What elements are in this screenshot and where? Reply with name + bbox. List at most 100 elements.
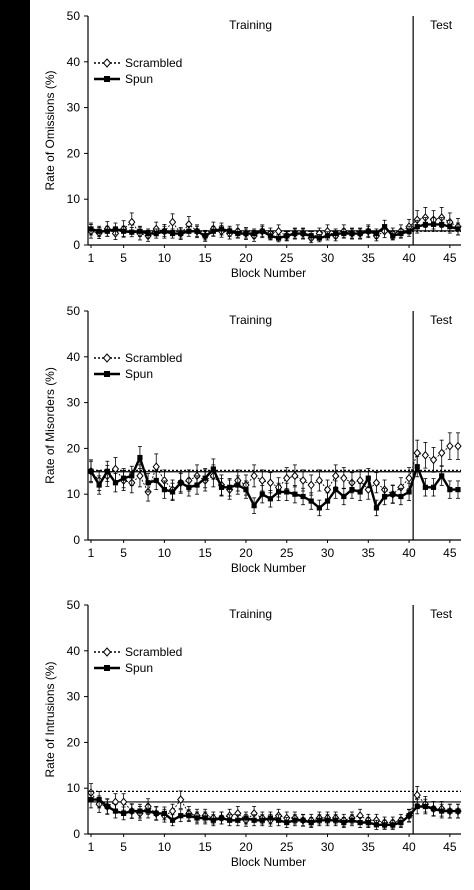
spun-point: [373, 822, 380, 828]
x-tick-label: 45: [443, 251, 457, 265]
spun-point: [357, 819, 363, 826]
y-tick-label: 0: [73, 827, 80, 841]
spun-point: [235, 230, 241, 237]
spun-point: [202, 815, 208, 821]
x-tick-label: 1: [88, 840, 95, 854]
spun-point: [178, 813, 184, 819]
spun-point: [202, 475, 208, 481]
training-label: Training: [229, 607, 272, 621]
spun-point: [422, 803, 428, 810]
spun-point: [145, 808, 151, 814]
spun-point: [129, 473, 135, 479]
scrambled-point: [258, 476, 266, 485]
spun-point: [88, 468, 94, 474]
scrambled-point: [307, 480, 315, 490]
spun-point: [349, 487, 355, 493]
spun-point: [243, 815, 249, 821]
spun-point: [382, 822, 388, 828]
spun-point: [243, 230, 249, 237]
spun-point: [365, 475, 371, 481]
y-axis-title: Rate of Omissions (%): [43, 70, 57, 190]
spun-point: [112, 808, 119, 814]
y-tick-label: 50: [67, 598, 81, 612]
x-tick-label: 35: [362, 251, 376, 265]
spun-point: [284, 233, 290, 239]
x-tick-label: 5: [120, 251, 127, 265]
spun-point: [267, 815, 274, 821]
x-tick-label: 35: [362, 546, 376, 560]
spun-line: [91, 798, 458, 826]
legend-scrambled-label: Scrambled: [125, 56, 182, 70]
spun-point: [292, 817, 298, 823]
spun-series: [88, 446, 461, 517]
spun-point: [422, 484, 428, 490]
spun-point: [308, 498, 314, 504]
y-tick-label: 30: [67, 396, 81, 410]
x-tick-label: 40: [402, 251, 416, 265]
x-tick-label: 45: [443, 546, 457, 560]
spun-point: [430, 221, 437, 227]
spun-point: [349, 230, 355, 237]
spun-point: [430, 484, 437, 490]
spun-point: [316, 505, 322, 511]
spun-point: [153, 477, 159, 484]
y-tick-label: 20: [67, 441, 81, 455]
spun-point: [390, 233, 396, 239]
spun-point: [300, 493, 306, 500]
spun-point: [406, 813, 412, 819]
spun-point: [406, 228, 412, 234]
spun-point: [275, 489, 282, 495]
scrambled-point: [413, 448, 421, 458]
scrambled-point: [111, 464, 120, 474]
spun-line: [89, 454, 458, 511]
training-label: Training: [229, 18, 272, 32]
legend-scrambled-label: Scrambled: [125, 645, 182, 659]
y-tick-label: 50: [67, 304, 81, 318]
spun-point: [210, 228, 216, 234]
spun-point: [251, 817, 257, 823]
x-tick-label: 10: [158, 251, 172, 265]
scrambled-point: [136, 471, 144, 481]
legend-scrambled-marker: [102, 647, 112, 657]
training-label: Training: [229, 313, 272, 327]
x-tick-label: 40: [402, 546, 416, 560]
scrambled-series: [87, 783, 462, 829]
spun-point: [455, 226, 461, 232]
spun-point: [324, 233, 331, 239]
scrambled-point: [177, 795, 185, 805]
x-tick-label: 5: [120, 546, 127, 560]
y-tick-label: 40: [67, 55, 81, 69]
spun-point: [259, 228, 265, 234]
x-axis-title: Block Number: [231, 855, 306, 869]
y-tick-label: 20: [67, 146, 81, 160]
spun-point: [210, 466, 216, 472]
test-label: Test: [430, 313, 453, 327]
spun-point: [235, 817, 241, 823]
scrambled-point: [283, 473, 291, 483]
x-tick-label: 1: [88, 546, 95, 560]
spun-point: [341, 819, 347, 826]
spun-point: [153, 810, 159, 816]
legend: Scrambled Spun: [94, 56, 182, 86]
spun-point: [96, 797, 102, 803]
spun-point: [382, 224, 388, 230]
spun-point: [447, 808, 453, 814]
spun-point: [145, 480, 151, 486]
x-tick-label: 45: [443, 840, 457, 854]
spun-point: [251, 230, 257, 237]
y-tick-label: 20: [67, 735, 81, 749]
spun-point: [284, 489, 290, 495]
spun-point: [227, 817, 233, 823]
spun-point: [186, 484, 192, 490]
scrambled-point: [128, 217, 136, 227]
x-tick-label: 25: [280, 546, 294, 560]
spun-point: [275, 817, 282, 823]
x-tick-label: 30: [321, 840, 335, 854]
spun-point: [414, 803, 420, 810]
spun-point: [357, 230, 363, 237]
scrambled-point: [405, 473, 413, 483]
spun-point: [96, 228, 102, 234]
spun-point: [382, 493, 388, 500]
